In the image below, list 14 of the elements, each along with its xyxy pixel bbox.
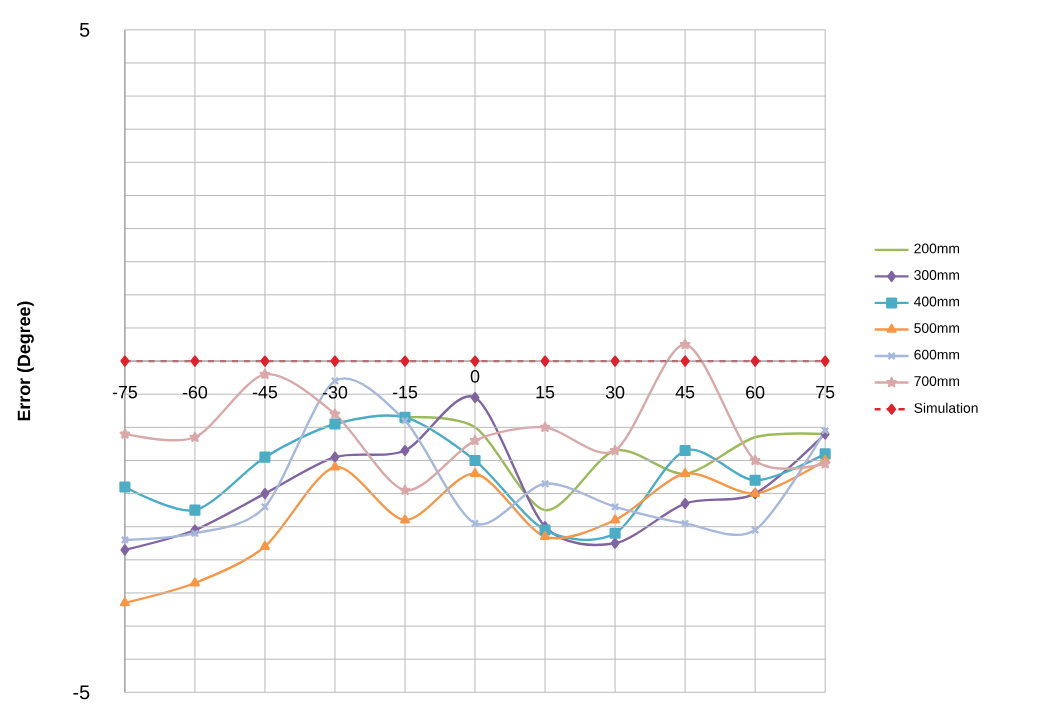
x-tick-label: 75 — [816, 385, 835, 399]
y-tick-label: 5 — [79, 22, 90, 37]
x-tick-label: -45 — [252, 385, 278, 399]
x-tick-label: -75 — [112, 385, 138, 399]
x-tick-label: 30 — [605, 385, 625, 399]
x-tick-label: -15 — [392, 385, 418, 399]
x-tick-label: -60 — [182, 385, 208, 399]
y-tick-label: -5 — [73, 685, 90, 700]
y-axis-title: Error (Degree) — [17, 301, 34, 421]
x-tick-label: -30 — [322, 385, 348, 399]
x-tick-label: 0 — [470, 369, 480, 383]
x-tick-label: 45 — [675, 385, 695, 399]
x-tick-label: 60 — [746, 385, 765, 399]
x-tick-label: 15 — [536, 385, 555, 399]
